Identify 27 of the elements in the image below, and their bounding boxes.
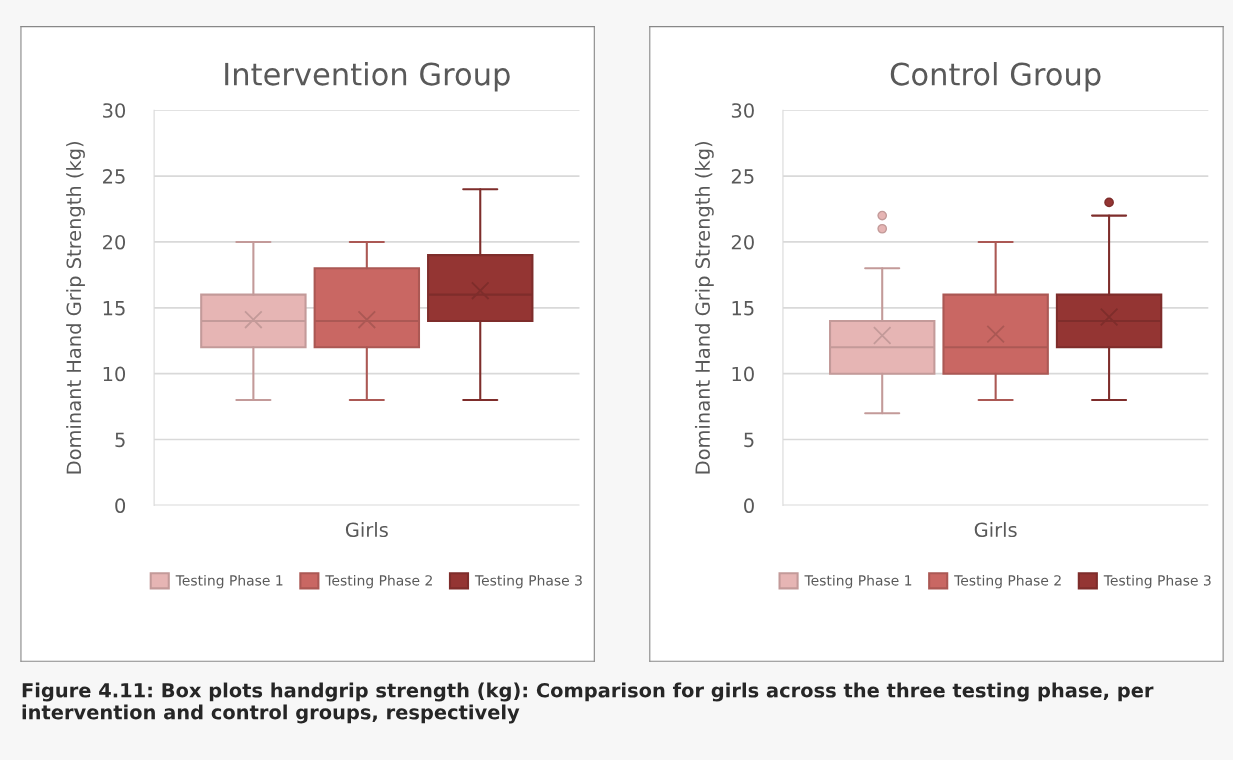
y-tick-label: 5 [115, 432, 125, 448]
legend-label: Testing Phase 3 [1103, 574, 1211, 589]
y-tick-label: 20 [103, 234, 126, 250]
y-tick-label: 15 [103, 301, 125, 316]
legend-label: Testing Phase 1 [175, 574, 283, 589]
y-axis-title: Dominant Hand Grip Strength (kg) [694, 141, 714, 474]
legend-label: Testing Phase 3 [474, 574, 582, 589]
y-tick-label: 5 [744, 432, 754, 448]
y-tick-label: 20 [731, 234, 754, 250]
legend-label: Testing Phase 2 [954, 574, 1061, 589]
y-tick-label: 15 [732, 301, 754, 316]
y-tick-label: 30 [731, 103, 754, 118]
y-tick-label: 25 [731, 169, 754, 184]
chart-title: Intervention Group [225, 61, 510, 92]
legend-label: Testing Phase 2 [325, 574, 432, 589]
y-tick-label: 10 [732, 366, 754, 382]
x-tick-label: Girls [974, 522, 1017, 538]
y-tick-label: 0 [744, 498, 754, 514]
y-tick-label: 0 [115, 498, 126, 514]
y-tick-label: 10 [103, 366, 126, 382]
y-tick-label: 25 [103, 169, 125, 184]
y-tick-label: 30 [103, 103, 126, 118]
y-axis-title: Dominant Hand Grip Strength (kg) [66, 141, 85, 474]
x-tick-label: Girls [345, 522, 388, 538]
caption: Figure 4.11: Box plots handgrip strength (kg): Comparison for girls across the three testing phase, per intervention and control groups, respectively [22, 682, 1154, 724]
legend-label: Testing Phase 1 [804, 574, 912, 589]
chart-title: Control Group [890, 61, 1101, 92]
